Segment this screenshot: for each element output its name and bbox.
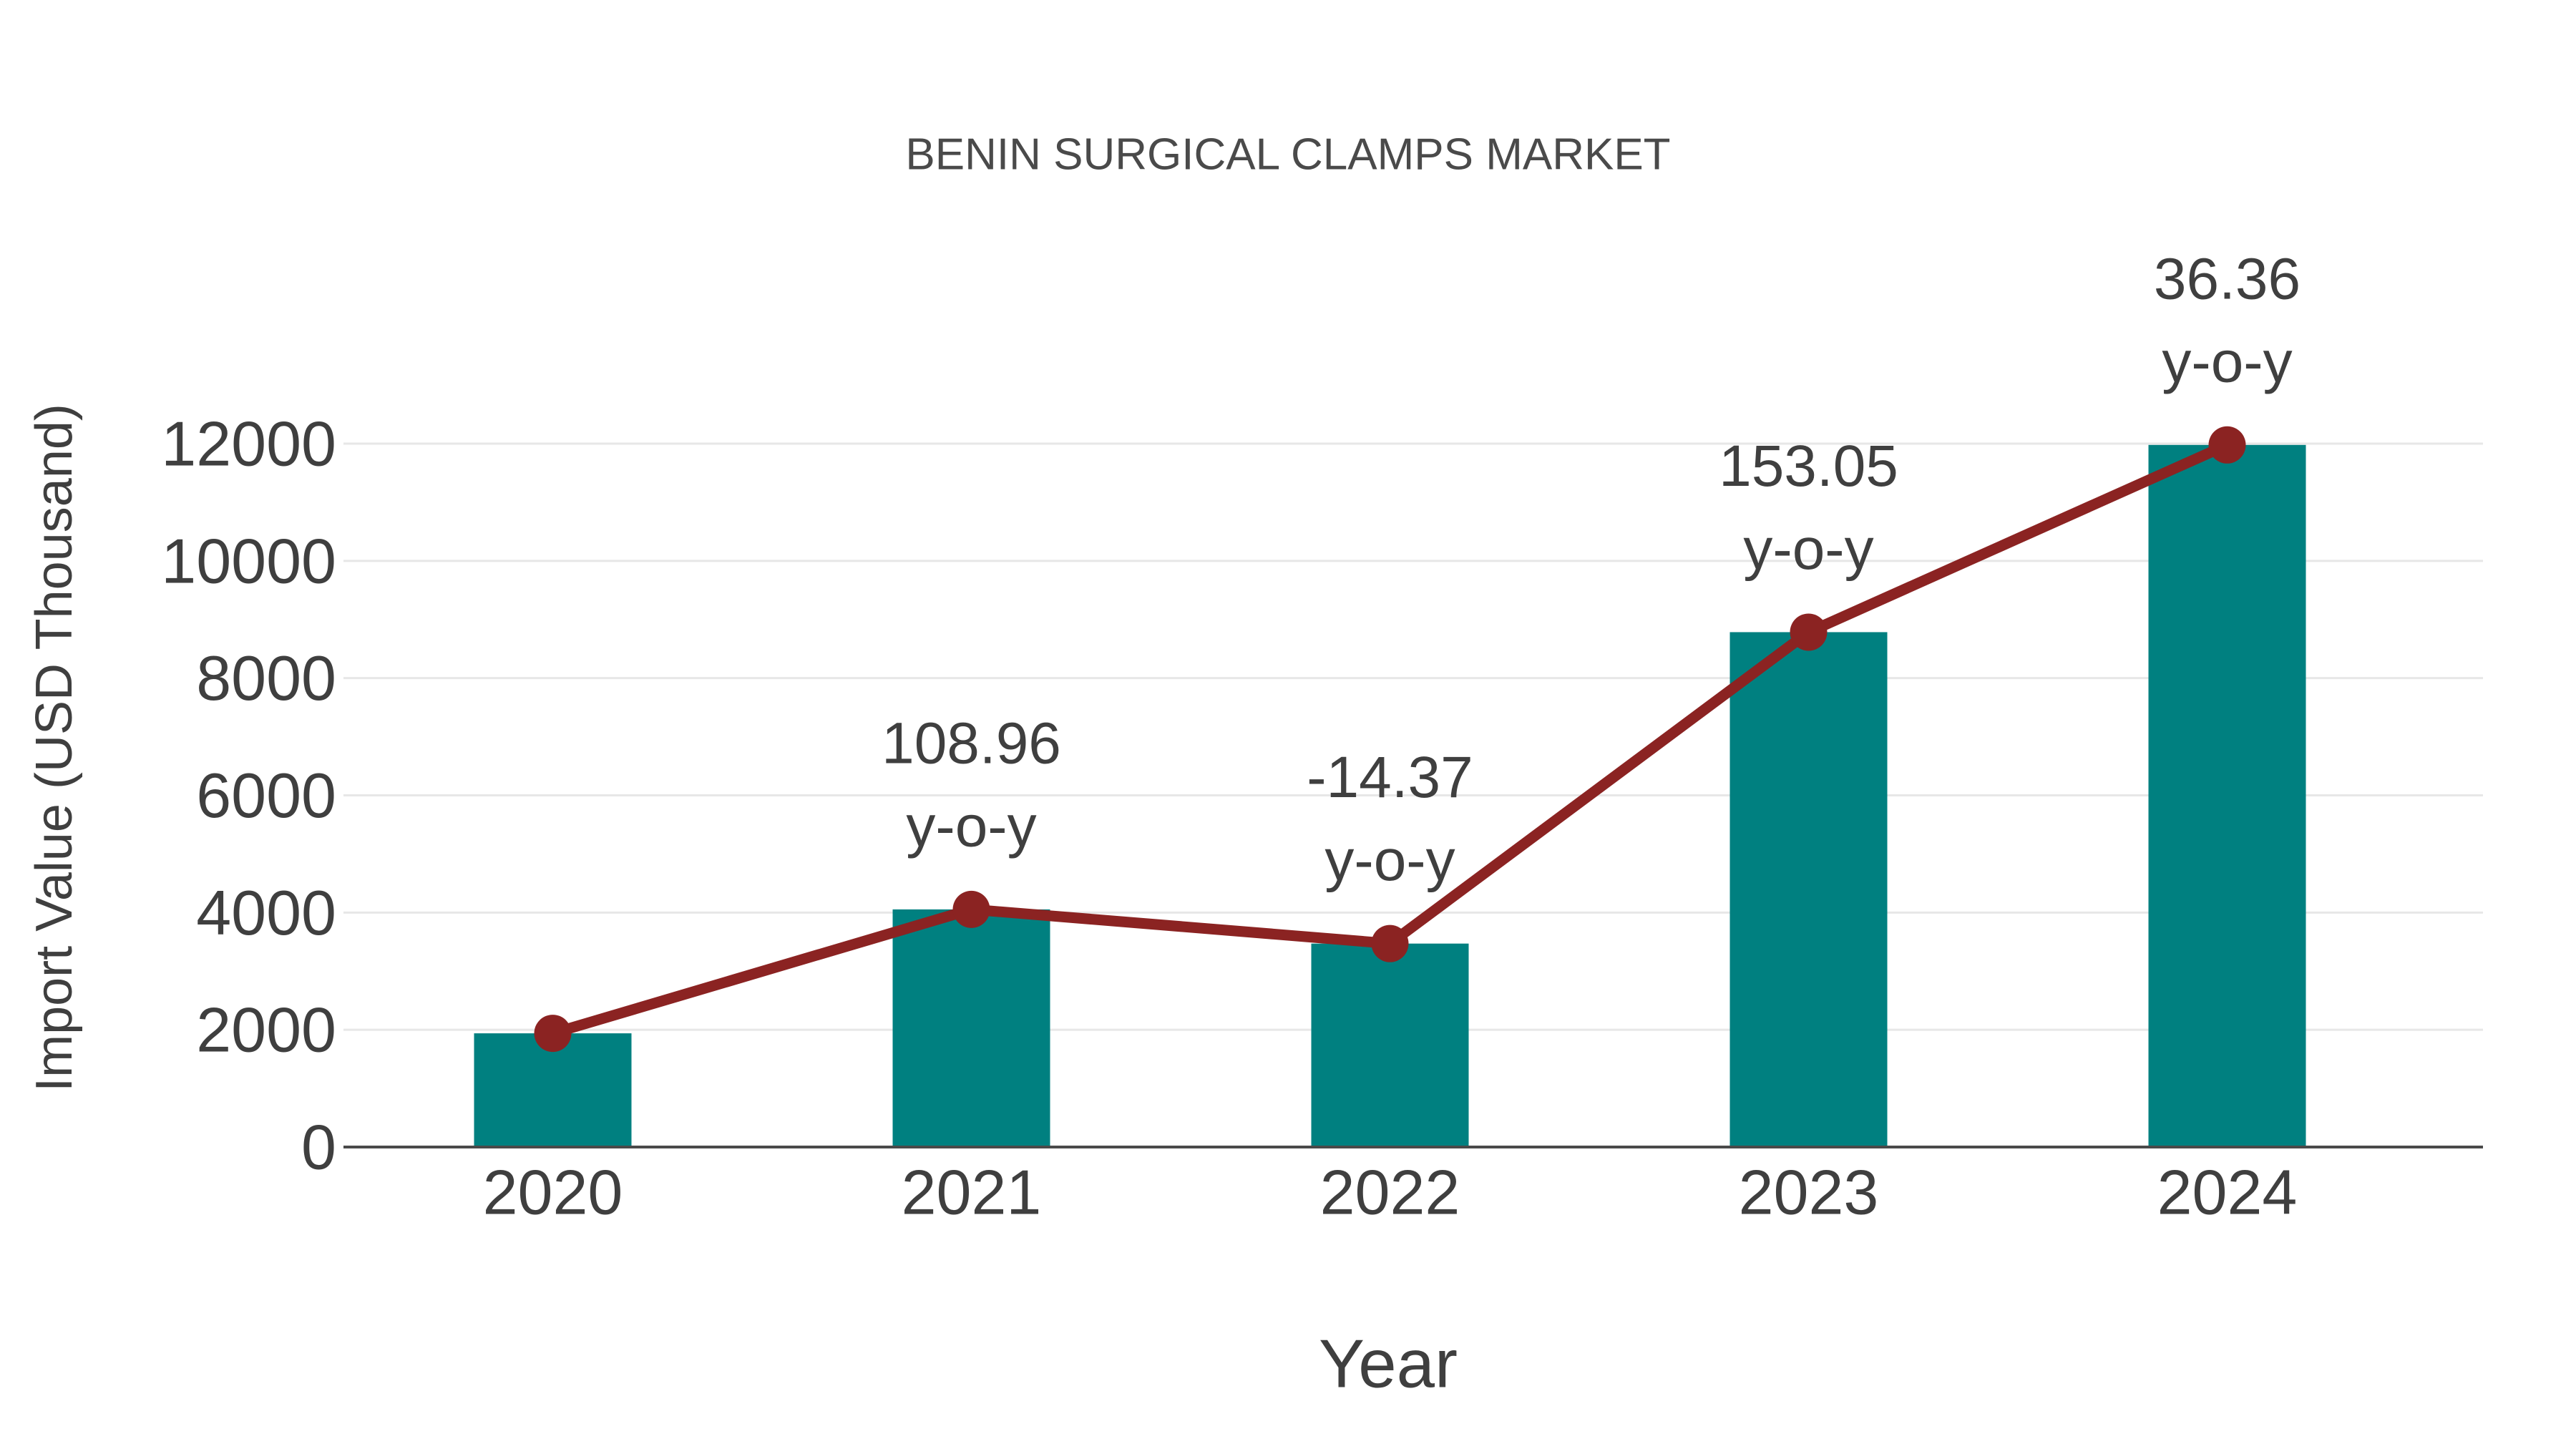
x-tick-labels: 2020 2021 2022 2023 2024 [483,1157,2298,1228]
x-tick-label-2023: 2023 [1739,1157,1879,1228]
y-axis-title: Import Value (USD Thousand) [26,404,83,1092]
y-tick-label-2000: 2000 [196,995,336,1065]
bar-2022 [1311,943,1469,1147]
trend-marker-2021 [952,890,990,928]
bar-2023 [1729,632,1888,1147]
chart-title: BENIN SURGICAL CLAMPS MARKET [905,130,1670,180]
x-axis-title: Year [1319,1326,1458,1402]
yoy-value-2024: 36.36 [2154,246,2301,311]
y-tick-label-8000: 8000 [196,643,336,713]
x-tick-label-2022: 2022 [1320,1157,1460,1228]
yoy-value-2022: -14.37 [1307,745,1473,810]
bar-2024 [2148,444,2306,1147]
x-tick-label-2020: 2020 [483,1157,623,1228]
x-tick-label-2021: 2021 [902,1157,1042,1228]
yoy-label-2022: y-o-y [1324,828,1455,893]
yoy-annotations: 108.96 y-o-y -14.37 y-o-y 153.05 y-o-y 36.36 y-… [882,246,2301,893]
trend-marker-2024 [2208,426,2246,464]
y-tick-label-4000: 4000 [196,877,336,948]
y-tick-label-6000: 6000 [196,760,336,831]
y-tick-label-0: 0 [301,1112,336,1183]
y-tick-labels: 0 2000 4000 6000 8000 10000 12000 [161,409,336,1183]
trend-marker-2020 [534,1015,572,1053]
y-tick-label-10000: 10000 [161,525,336,596]
yoy-label-2023: y-o-y [1743,517,1873,582]
y-tick-label-12000: 12000 [161,409,336,479]
trend-marker-2023 [1790,613,1828,651]
bar-2021 [892,909,1050,1147]
bar-series [474,444,2306,1147]
x-tick-label-2024: 2024 [2157,1157,2298,1228]
trend-line-series [534,426,2246,1053]
bar-2020 [474,1033,632,1147]
yoy-value-2023: 153.05 [1719,434,1898,499]
yoy-value-2021: 108.96 [882,711,1061,776]
yoy-label-2024: y-o-y [2162,329,2292,394]
gridlines [343,442,2483,1031]
yoy-label-2021: y-o-y [906,794,1036,859]
trend-marker-2022 [1371,924,1409,962]
